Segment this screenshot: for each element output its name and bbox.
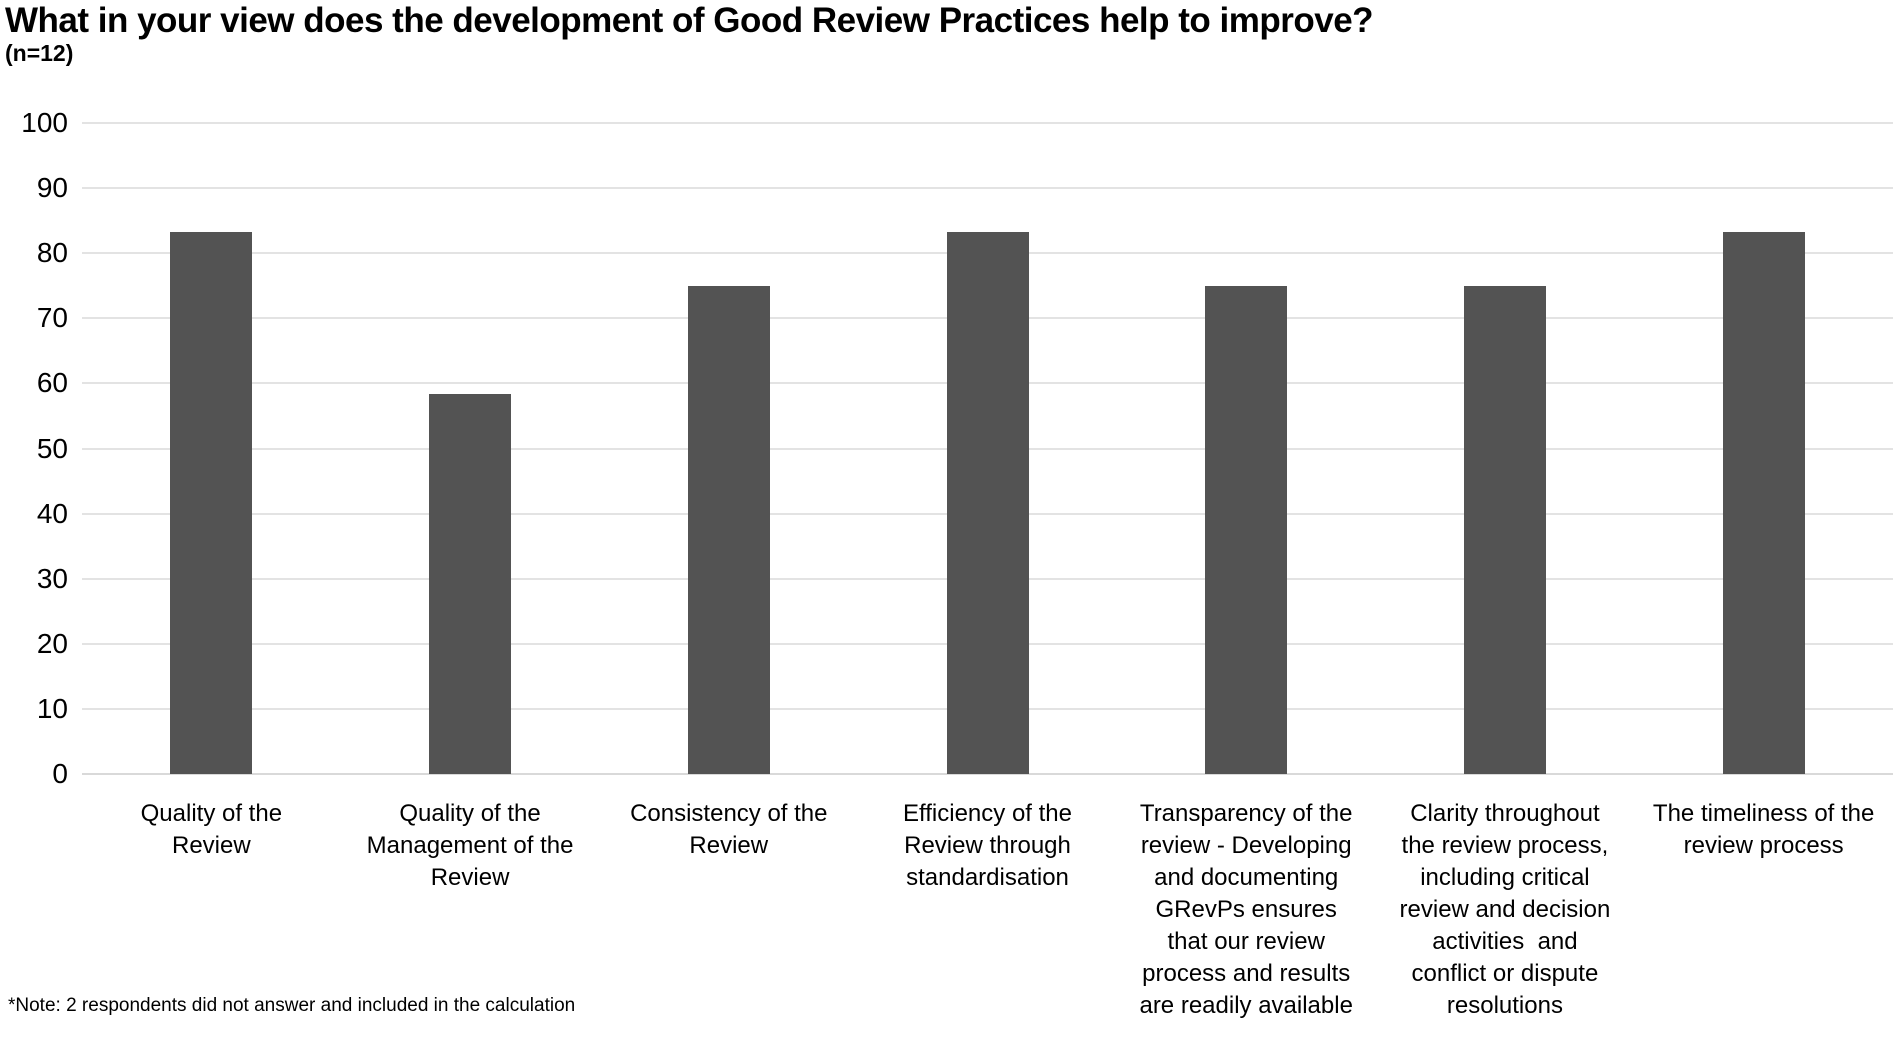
y-tick-label: 20 (36, 627, 68, 659)
x-category-label: Efficiency of the Review through standar… (903, 800, 1072, 891)
gridline (82, 187, 1893, 190)
y-tick-label: 30 (36, 562, 68, 594)
chart-footnote: *Note: 2 respondents did not answer and … (8, 995, 576, 1016)
chart-subtitle: (n=12) (5, 40, 74, 66)
gridline (82, 122, 1893, 124)
x-axis-baseline (82, 773, 1893, 775)
chart-title: What in your view does the development o… (5, 1, 1374, 40)
bar (1722, 231, 1805, 774)
x-category-label: Consistency of the Review (630, 800, 828, 859)
x-category-label: Transparency of the review - Developing … (1139, 800, 1353, 1019)
x-category-label: The timeliness of the review process (1652, 800, 1875, 859)
y-tick-label: 50 (36, 432, 68, 464)
bar (1463, 285, 1546, 774)
x-category-label: Clarity throughout the review process, i… (1399, 800, 1611, 1019)
plot-area (82, 122, 1893, 775)
x-category-label: Quality of the Review (140, 800, 283, 859)
bar (687, 285, 770, 774)
y-tick-label: 90 (36, 172, 68, 204)
bar (170, 231, 253, 774)
y-tick-label: 60 (36, 367, 68, 399)
y-tick-label: 80 (36, 237, 68, 269)
y-tick-label: 10 (36, 692, 68, 724)
x-category-label: Quality of the Management of the Review (366, 800, 574, 891)
y-tick-label: 40 (36, 497, 68, 529)
y-tick-label: 70 (36, 302, 68, 334)
bar (429, 394, 512, 774)
y-tick-label: 0 (52, 758, 68, 789)
bar (1205, 285, 1288, 774)
bar (946, 231, 1029, 774)
y-tick-label: 100 (21, 107, 68, 138)
